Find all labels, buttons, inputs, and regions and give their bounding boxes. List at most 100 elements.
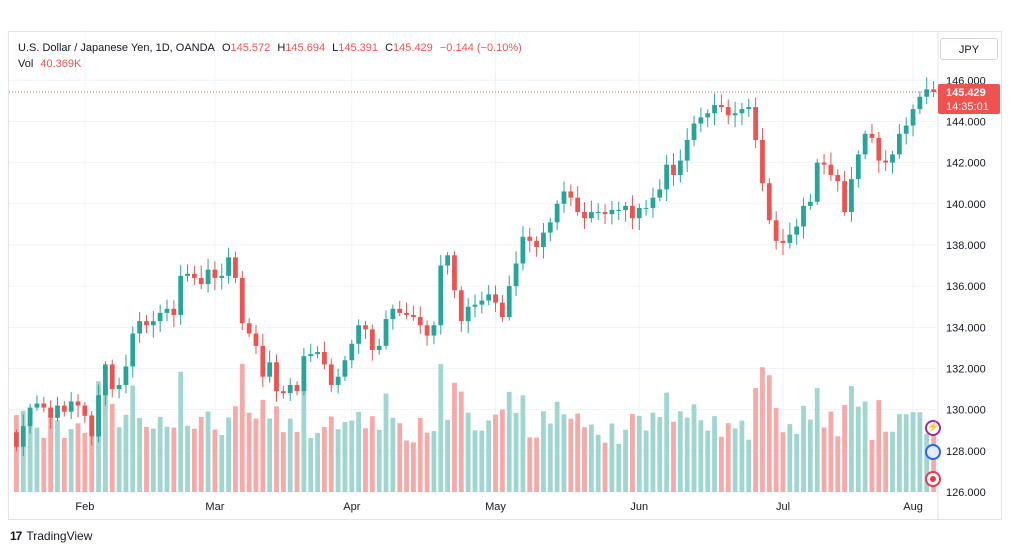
volume-bar bbox=[404, 440, 409, 492]
volume-bar bbox=[883, 431, 889, 492]
candle-body bbox=[322, 352, 327, 365]
candle-body bbox=[499, 302, 505, 318]
candle-body bbox=[924, 89, 930, 97]
volume-bar bbox=[746, 439, 752, 492]
x-tick-label: Apr bbox=[343, 501, 360, 513]
close-label: C bbox=[385, 42, 394, 54]
candle-body bbox=[103, 364, 108, 396]
volume-bar bbox=[445, 419, 451, 492]
candle-body bbox=[835, 174, 841, 182]
volume-bar bbox=[308, 437, 314, 492]
candle-body bbox=[445, 255, 451, 266]
candle-body bbox=[123, 366, 129, 385]
tradingview-brand[interactable]: 17 TradingView bbox=[10, 529, 92, 543]
x-tick-label: Feb bbox=[75, 501, 94, 513]
volume-bar bbox=[342, 422, 348, 492]
volume-bar bbox=[185, 425, 190, 492]
record-icon[interactable] bbox=[925, 471, 941, 487]
candle-body bbox=[116, 384, 122, 390]
candle-body bbox=[280, 391, 286, 394]
candle-body bbox=[739, 109, 745, 114]
candle-body bbox=[876, 137, 882, 161]
volume-bar bbox=[89, 414, 95, 492]
candle-body bbox=[96, 395, 101, 437]
volume-bar bbox=[356, 411, 362, 492]
candle-body bbox=[486, 294, 492, 301]
candle-body bbox=[356, 325, 362, 344]
volume-bar bbox=[219, 435, 225, 492]
volume-bar bbox=[109, 403, 115, 492]
candle-body bbox=[657, 189, 663, 198]
candle-body bbox=[411, 314, 416, 318]
volume-bar bbox=[431, 431, 437, 492]
candle-body bbox=[725, 107, 731, 116]
tradingview-name: TradingView bbox=[26, 529, 93, 543]
candle-body bbox=[582, 212, 587, 219]
candle-body bbox=[472, 304, 478, 307]
y-tick-label: 130.000 bbox=[946, 405, 986, 417]
candle-body bbox=[308, 354, 314, 357]
candle-body bbox=[849, 179, 854, 213]
volume-bar bbox=[664, 392, 670, 492]
candle-body bbox=[431, 325, 437, 336]
candle-body bbox=[301, 356, 307, 392]
volume-bar bbox=[335, 429, 341, 492]
candle-body bbox=[294, 384, 300, 392]
candle-body bbox=[390, 308, 396, 320]
volume-bar bbox=[725, 423, 731, 492]
volume-bar bbox=[890, 431, 895, 492]
volume-bar bbox=[588, 424, 594, 492]
candle-body bbox=[807, 201, 813, 206]
y-tick-label: 132.000 bbox=[946, 363, 986, 375]
candle-body bbox=[14, 432, 19, 447]
candle-body bbox=[691, 123, 697, 140]
candle-body bbox=[787, 234, 793, 243]
candles bbox=[14, 77, 936, 457]
candle-body bbox=[417, 317, 423, 326]
high-label: H bbox=[277, 42, 286, 54]
volume-bar bbox=[835, 436, 841, 492]
volume-bar bbox=[383, 393, 389, 492]
volume-bar bbox=[212, 429, 218, 492]
candle-body bbox=[342, 360, 348, 377]
volume-bar bbox=[267, 418, 273, 492]
candle-body bbox=[595, 212, 601, 214]
x-tick-label: Mar bbox=[205, 501, 224, 513]
lightning-icon[interactable]: ⚡ bbox=[925, 420, 941, 436]
volume-bar bbox=[677, 411, 683, 492]
volume-bar bbox=[55, 420, 60, 492]
volume-bar bbox=[150, 428, 156, 492]
candle-body bbox=[191, 273, 197, 278]
candle-body bbox=[588, 212, 594, 219]
candle-body bbox=[82, 405, 88, 416]
currency-button[interactable]: JPY bbox=[940, 38, 998, 60]
candle-body bbox=[520, 236, 526, 264]
volume-bar bbox=[376, 429, 382, 492]
volume-bar bbox=[27, 411, 33, 492]
candle-body bbox=[609, 209, 615, 215]
volume-legend: Vol 40.369K bbox=[18, 58, 85, 70]
volume-bar bbox=[48, 418, 54, 492]
candle-body bbox=[20, 426, 26, 447]
volume-bar bbox=[68, 429, 74, 492]
volume-bar bbox=[75, 423, 81, 492]
volume-bar bbox=[582, 427, 587, 492]
volume-bar bbox=[794, 433, 800, 492]
candle-body bbox=[671, 164, 676, 175]
volume-bar bbox=[821, 427, 827, 492]
volume-bar bbox=[164, 426, 170, 492]
y-tick-label: 144.000 bbox=[946, 116, 986, 128]
volume-bar bbox=[260, 399, 266, 492]
candle-body bbox=[896, 133, 902, 155]
candle-body bbox=[643, 207, 649, 209]
volume-bar bbox=[458, 391, 464, 492]
volume-bar bbox=[616, 443, 622, 492]
volume-bar bbox=[917, 412, 923, 492]
volume-bar bbox=[807, 419, 813, 492]
candle-body bbox=[862, 133, 868, 155]
calendar-icon[interactable] bbox=[925, 444, 941, 460]
candle-body bbox=[732, 113, 738, 116]
candle-body bbox=[547, 222, 553, 233]
volume-bar bbox=[547, 423, 553, 492]
